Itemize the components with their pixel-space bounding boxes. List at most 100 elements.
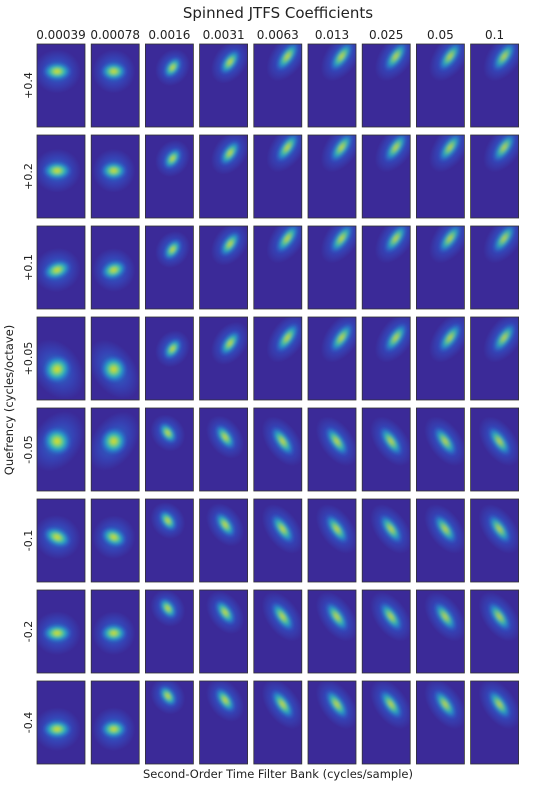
panel-frame (415, 498, 465, 583)
heatmap-cell (36, 225, 86, 310)
heatmap-cell (36, 43, 86, 128)
heatmap-peak (488, 426, 511, 456)
panel-frame (199, 134, 249, 219)
panel-frame (415, 589, 465, 674)
heatmap-peak (276, 323, 299, 353)
panel-frame (470, 680, 520, 765)
heatmap-cell (144, 589, 194, 674)
panel-frame (253, 498, 303, 583)
heatmap-cell (144, 316, 194, 401)
heatmap-peak (276, 226, 299, 254)
column-label: 0.0031 (203, 28, 245, 42)
heatmap-cell (90, 316, 140, 401)
heatmap-peak (379, 514, 403, 544)
heatmap-peak (325, 426, 349, 456)
panel-frame (90, 225, 140, 310)
heatmap-peak (433, 514, 457, 544)
row-label: -0.2 (22, 621, 35, 642)
heatmap-cell (415, 225, 465, 310)
panel-frame (470, 589, 520, 674)
chart-title: Spinned JTFS Coefficients (183, 4, 373, 22)
heatmap-cell (253, 43, 303, 128)
heatmap-peak (330, 226, 353, 254)
heatmap-cell (307, 43, 357, 128)
heatmap-peak (42, 62, 72, 81)
heatmap-peak (276, 44, 299, 72)
column-label: 0.05 (427, 28, 454, 42)
row-label: +0.4 (22, 72, 35, 99)
panel-frame (36, 43, 86, 128)
panel-frame (307, 498, 357, 583)
heatmap-peak (384, 44, 408, 72)
heatmap-cell (253, 316, 303, 401)
heatmap-peak (384, 135, 408, 163)
panel-frame (307, 225, 357, 310)
heatmap-peak (163, 57, 182, 78)
panel-frame (36, 589, 86, 674)
heatmap-peak (42, 720, 72, 739)
panel-frame (415, 316, 465, 401)
heatmap-cell (144, 225, 194, 310)
panel-frame (415, 43, 465, 128)
heatmap-peak (42, 355, 72, 384)
heatmap-cell (199, 589, 249, 674)
heatmap-cell (253, 498, 303, 583)
row-label: -0.05 (22, 435, 35, 463)
heatmap-peak (100, 355, 128, 383)
heatmap-peak (438, 44, 462, 72)
heatmap-cell (470, 589, 520, 674)
panel-frame (144, 498, 194, 583)
heatmap-cell (199, 43, 249, 128)
panel-frame (361, 680, 411, 765)
panel-frame (90, 498, 140, 583)
heatmap-peak (433, 426, 457, 456)
heatmap-peak (488, 689, 511, 719)
heatmap-cell (90, 407, 140, 492)
panel-frame (307, 589, 357, 674)
panel-frame (470, 43, 520, 128)
panel-frame (144, 589, 194, 674)
panel-frame (470, 407, 520, 492)
heatmap-cell (199, 225, 249, 310)
heatmap-cell (307, 316, 357, 401)
heatmap-peak (100, 624, 127, 643)
panel-frame (470, 225, 520, 310)
heatmap-peak (492, 323, 516, 353)
panel-frame (36, 680, 86, 765)
heatmap-peak (220, 330, 240, 356)
panel-frame (415, 680, 465, 765)
panel-frame (144, 680, 194, 765)
column-label: 0.0016 (148, 28, 190, 42)
panel-frame (253, 225, 303, 310)
heatmap-peak (271, 426, 294, 456)
heatmap-cell (361, 134, 411, 219)
heatmap-peak (163, 148, 182, 169)
heatmap-cell (415, 134, 465, 219)
panel-frame (36, 225, 86, 310)
heatmap-peak (100, 260, 127, 280)
heatmap-cell (90, 134, 140, 219)
panel-frame (253, 407, 303, 492)
panel-frame (415, 225, 465, 310)
heatmap-peak (330, 135, 353, 163)
heatmap-peak (492, 226, 516, 254)
heatmap-peak (384, 226, 408, 254)
heatmap-peak (100, 427, 128, 455)
panel-frame (361, 589, 411, 674)
panel-frame (361, 43, 411, 128)
row-label: -0.4 (22, 712, 35, 733)
heatmap-cell (199, 134, 249, 219)
row-labels: +0.4 +0.2 +0.1 +0.05 -0.05 -0.1 -0.2 -0.4 (22, 72, 35, 733)
heatmap-peak (492, 135, 516, 163)
heatmap-peak (42, 624, 72, 643)
panel-frame (361, 407, 411, 492)
panel-frame (90, 134, 140, 219)
heatmap-cell (253, 407, 303, 492)
heatmap-cell (253, 225, 303, 310)
panel-frame (253, 316, 303, 401)
panel-frame (253, 43, 303, 128)
heatmap-cell (361, 407, 411, 492)
heatmap-cell (90, 589, 140, 674)
heatmap-peak (43, 526, 71, 548)
